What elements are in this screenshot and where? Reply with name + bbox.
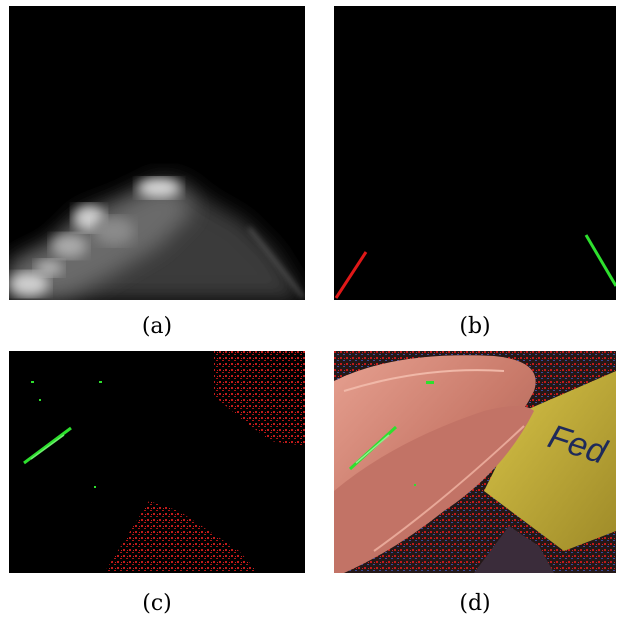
red-line — [334, 251, 368, 299]
panel-c-classified-pixels — [9, 351, 305, 573]
caption-c: (c) — [142, 591, 172, 616]
likelihood-map-image — [9, 6, 305, 300]
detected-lines-image — [334, 6, 616, 300]
panel-b-detected-lines — [334, 6, 616, 300]
photo-overlay-image: Fed — [334, 351, 616, 573]
panel-a-likelihood-map — [9, 6, 305, 300]
panel-d-photo-overlay: Fed — [334, 351, 616, 573]
classified-pixels-image — [9, 351, 305, 573]
yellow-sleeve — [484, 371, 616, 551]
red-speckle-top-right — [214, 351, 305, 446]
red-speckle-bottom — [104, 501, 259, 573]
green-line — [584, 234, 616, 287]
caption-a: (a) — [141, 314, 173, 339]
caption-d: (d) — [459, 591, 491, 616]
caption-b: (b) — [459, 314, 491, 339]
